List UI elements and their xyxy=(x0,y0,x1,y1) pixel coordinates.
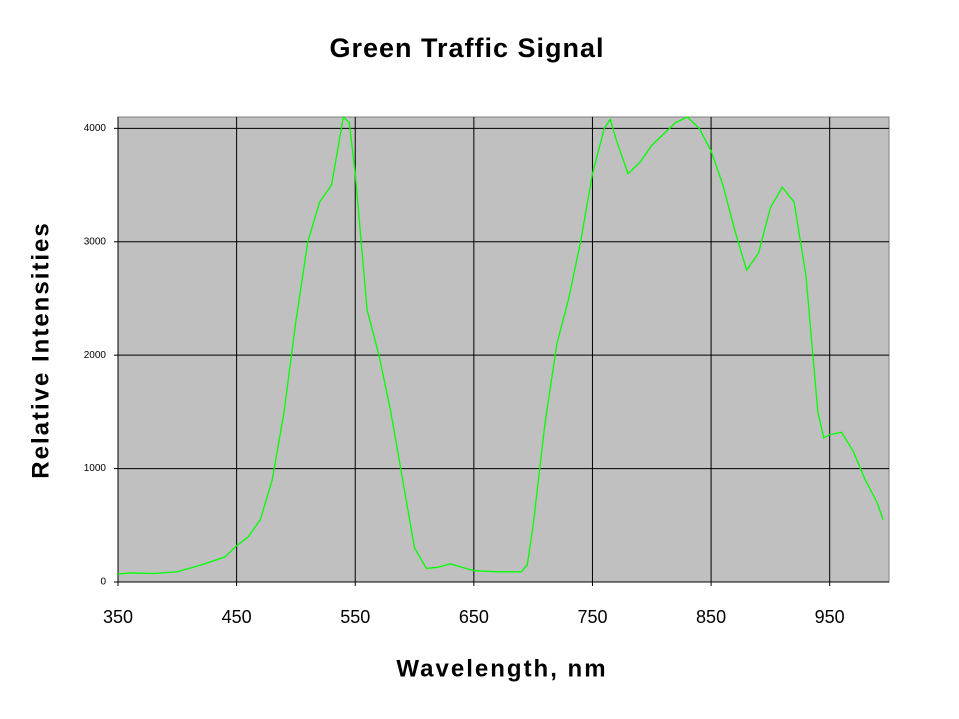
chart-title: Green Traffic Signal xyxy=(329,33,604,63)
y-tick-label: 3000 xyxy=(84,236,107,247)
x-axis-label: Wavelength, nm xyxy=(396,655,607,682)
x-tick-label: 650 xyxy=(459,607,489,627)
x-tick-label: 450 xyxy=(222,607,252,627)
y-axis-label: Relative Intensities xyxy=(27,221,54,478)
y-tick-label: 4000 xyxy=(84,123,107,134)
x-tick-label: 850 xyxy=(696,607,726,627)
y-tick-label: 0 xyxy=(100,577,106,588)
y-tick-label: 1000 xyxy=(84,463,107,474)
y-tick-label: 2000 xyxy=(84,350,107,361)
x-tick-label: 350 xyxy=(103,607,133,627)
x-tick-label: 950 xyxy=(815,607,845,627)
x-tick-label: 550 xyxy=(340,607,370,627)
x-tick-label: 750 xyxy=(577,607,607,627)
plot-area xyxy=(117,116,890,583)
data-line xyxy=(117,115,884,575)
